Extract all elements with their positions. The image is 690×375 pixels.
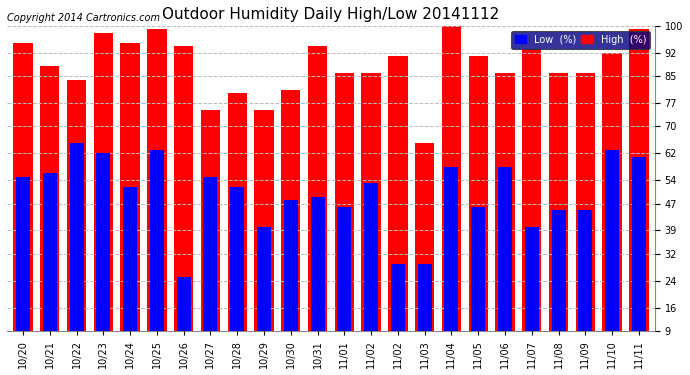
Bar [471, 207, 485, 361]
Bar [391, 264, 405, 361]
Bar [147, 29, 166, 361]
Bar [255, 110, 274, 361]
Bar [97, 153, 110, 361]
Bar [602, 53, 622, 361]
Bar [123, 187, 137, 361]
Bar [495, 73, 515, 361]
Bar [201, 110, 220, 361]
Bar [150, 150, 164, 361]
Bar [605, 150, 619, 361]
Bar [417, 264, 432, 361]
Bar [335, 73, 354, 361]
Bar [442, 26, 461, 361]
Bar [67, 80, 86, 361]
Bar [308, 46, 327, 361]
Bar [632, 157, 646, 361]
Bar [257, 227, 271, 361]
Bar [415, 143, 434, 361]
Bar [388, 56, 408, 361]
Bar [43, 173, 57, 361]
Bar [204, 177, 217, 361]
Bar [284, 200, 298, 361]
Title: Outdoor Humidity Daily High/Low 20141112: Outdoor Humidity Daily High/Low 20141112 [162, 7, 500, 22]
Legend: Low  (%), High  (%): Low (%), High (%) [511, 31, 650, 48]
Bar [310, 197, 324, 361]
Bar [281, 90, 300, 361]
Bar [230, 187, 244, 361]
Bar [362, 73, 381, 361]
Bar [16, 177, 30, 361]
Bar [70, 143, 83, 361]
Bar [498, 167, 512, 361]
Bar [469, 56, 488, 361]
Bar [525, 227, 539, 361]
Bar [522, 50, 542, 361]
Bar [578, 210, 592, 361]
Bar [629, 29, 649, 361]
Bar [444, 167, 458, 361]
Bar [228, 93, 247, 361]
Bar [121, 43, 140, 361]
Bar [177, 278, 190, 361]
Text: Copyright 2014 Cartronics.com: Copyright 2014 Cartronics.com [7, 13, 160, 23]
Bar [13, 43, 32, 361]
Bar [551, 210, 566, 361]
Bar [337, 207, 351, 361]
Bar [364, 183, 378, 361]
Bar [40, 66, 59, 361]
Bar [94, 33, 113, 361]
Bar [174, 46, 193, 361]
Bar [575, 73, 595, 361]
Bar [549, 73, 568, 361]
